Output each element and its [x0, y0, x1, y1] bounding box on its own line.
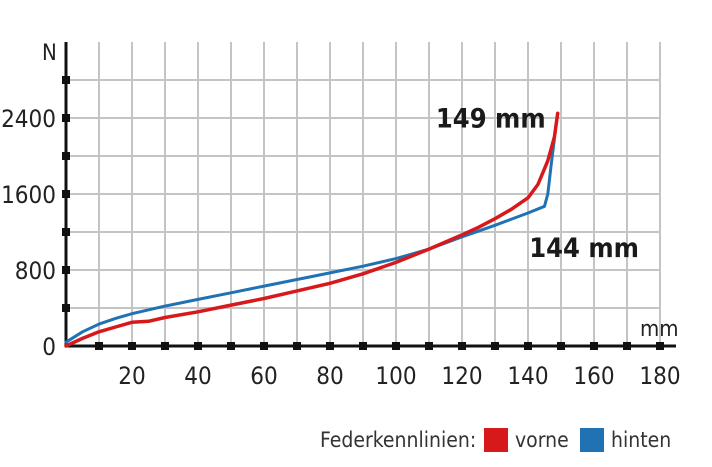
x-tick-mark-60: [260, 342, 268, 350]
x-tick-label-60: 60: [250, 362, 277, 390]
x-tick-label-20: 20: [118, 362, 145, 390]
y-tick-mark-800: [62, 266, 70, 274]
x-tick-mark-150: [557, 342, 565, 350]
y-tick-mark-2000: [62, 152, 70, 160]
legend: Federkennlinien: vorne hinten: [320, 428, 671, 452]
y-axis-ticks: 0 800 1600 2400: [1, 76, 70, 361]
x-tick-mark-70: [293, 342, 301, 350]
legend-swatch-hinten: [580, 428, 604, 452]
x-tick-mark-110: [425, 342, 433, 350]
annotation-144mm: 144 mm: [529, 233, 639, 264]
x-tick-mark-20: [128, 342, 136, 350]
y-tick-mark-2400: [62, 114, 70, 122]
x-tick-mark-40: [194, 342, 202, 350]
x-axis-unit-label: mm: [640, 317, 679, 342]
x-axis-ticks: 20 40 60 80 100 120 140 160 180: [95, 342, 681, 390]
x-tick-label-160: 160: [573, 362, 614, 390]
x-tick-label-180: 180: [639, 362, 680, 390]
grid-lines: [66, 42, 661, 346]
legend-title: Federkennlinien:: [320, 428, 476, 452]
x-tick-mark-30: [161, 342, 169, 350]
x-tick-label-100: 100: [375, 362, 416, 390]
x-tick-mark-10: [95, 342, 103, 350]
y-tick-label-0: 0: [42, 333, 56, 361]
y-tick-mark-1200: [62, 228, 70, 236]
x-tick-mark-120: [458, 342, 466, 350]
y-tick-mark-1600: [62, 190, 70, 198]
legend-label-vorne: vorne: [515, 428, 569, 452]
x-tick-mark-160: [590, 342, 598, 350]
x-tick-mark-140: [524, 342, 532, 350]
x-tick-mark-170: [623, 342, 631, 350]
x-tick-mark-180: [656, 342, 664, 350]
y-axis-unit-label: N: [42, 41, 57, 66]
x-tick-label-80: 80: [316, 362, 343, 390]
x-tick-label-140: 140: [507, 362, 548, 390]
x-tick-label-40: 40: [184, 362, 211, 390]
annotation-149mm: 149 mm: [436, 103, 546, 134]
x-tick-mark-100: [392, 342, 400, 350]
series-lines: [64, 111, 560, 348]
x-tick-mark-50: [227, 342, 235, 350]
legend-label-hinten: hinten: [611, 428, 671, 452]
y-tick-mark-2800: [62, 76, 70, 84]
series-line-hinten: [64, 137, 556, 344]
y-tick-label-800: 800: [15, 257, 56, 285]
x-tick-mark-90: [359, 342, 367, 350]
series-line-vorne: [64, 111, 560, 348]
x-tick-mark-130: [491, 342, 499, 350]
x-tick-label-120: 120: [441, 362, 482, 390]
y-tick-label-2400: 2400: [1, 105, 56, 133]
y-tick-mark-400: [62, 304, 70, 312]
x-tick-mark-80: [326, 342, 334, 350]
legend-swatch-vorne: [484, 428, 508, 452]
annotations: 149 mm 144 mm: [436, 103, 639, 264]
y-tick-label-1600: 1600: [1, 181, 56, 209]
